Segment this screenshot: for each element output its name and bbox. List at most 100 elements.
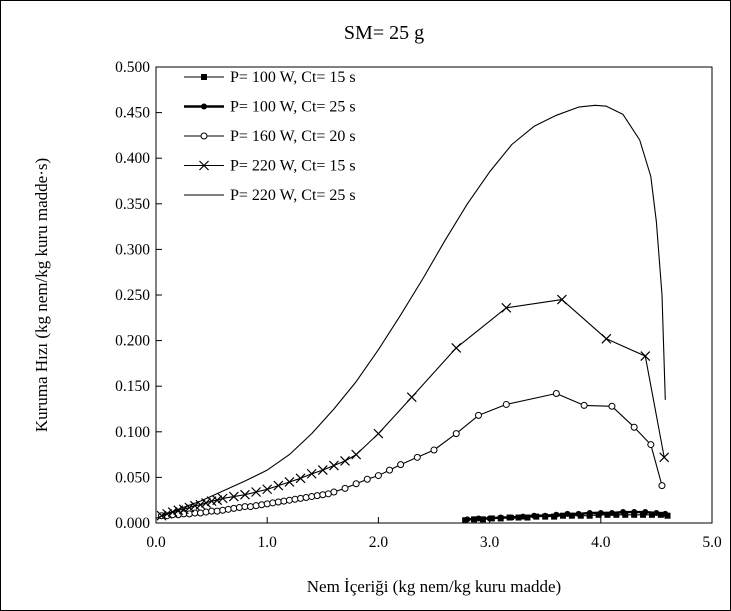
series-1-point	[648, 511, 655, 518]
x-tick-label: 5.0	[702, 534, 722, 551]
legend-label: P= 100 W, Ct= 15 s	[230, 69, 356, 86]
series-3-point	[224, 505, 232, 513]
series-1-point	[559, 512, 566, 519]
series-4	[156, 294, 670, 521]
series-3-point	[413, 453, 421, 461]
series-3-point	[308, 493, 316, 501]
y-tick-label: 0.450	[115, 105, 150, 122]
series-3-point	[330, 488, 338, 496]
legend-label: P= 160 W, Ct= 20 s	[230, 128, 356, 145]
series-5	[155, 104, 666, 519]
series-4-point	[659, 452, 670, 463]
series-4-point	[295, 473, 306, 484]
legend-marker	[201, 103, 207, 110]
x-tick-label: 0.0	[146, 534, 166, 551]
series-3-point	[430, 446, 438, 454]
series-4-point	[601, 333, 612, 344]
series-4-point	[240, 489, 250, 500]
x-tick-label: 1.0	[258, 534, 278, 551]
series-4-point	[640, 351, 651, 362]
legend-label: P= 100 W, Ct= 25 s	[230, 99, 356, 116]
series-3-point	[269, 499, 277, 507]
series-2-point	[508, 514, 515, 521]
series-4-point	[217, 493, 228, 504]
series-4-point	[373, 428, 384, 439]
y-tick-label: 0.500	[115, 59, 150, 76]
series-3-point	[274, 498, 282, 506]
series-3-point	[352, 480, 360, 488]
series-1-point	[613, 511, 620, 518]
series-3-point	[319, 491, 327, 499]
series-3-point	[258, 501, 266, 509]
series-2-point	[497, 514, 504, 521]
legend-item: P= 160 W, Ct= 20 s	[184, 128, 356, 145]
series-3-line	[161, 392, 663, 517]
legend: P= 100 W, Ct= 15 s P= 100 W, Ct= 25 s P= 1…	[184, 69, 356, 204]
series-2-point	[575, 510, 582, 517]
series-2-point	[642, 509, 649, 516]
y-tick-label: 0.000	[115, 515, 150, 532]
series-3-point	[502, 400, 510, 408]
series-3-point	[313, 492, 321, 500]
series-1-point	[622, 511, 629, 518]
legend-marker	[200, 132, 208, 140]
y-tick-label: 0.200	[115, 333, 150, 350]
x-axis-title: Nem İçeriği (kg nem/kg kuru madde)	[307, 577, 561, 596]
chart-title: SM= 25 g	[344, 22, 424, 44]
legend-item: P= 220 W, Ct= 15 s	[184, 158, 356, 175]
series-2-point	[464, 516, 471, 523]
series-3	[158, 389, 666, 520]
series-2-point	[531, 512, 538, 519]
series-2	[464, 509, 669, 523]
series-1-point	[568, 512, 575, 519]
series-1-point	[524, 514, 531, 521]
series-4-point	[406, 392, 417, 403]
x-axis-ticks: 0.0 1.0 2.0 3.0 4.0 5.0	[146, 517, 722, 551]
series-2-point	[564, 510, 571, 517]
legend-item: P= 100 W, Ct= 25 s	[184, 99, 356, 116]
series-3-point	[230, 504, 238, 512]
series-4-point	[351, 449, 362, 460]
series-2-point	[553, 511, 560, 518]
series-3-point	[374, 472, 382, 480]
series-3-point	[386, 466, 394, 474]
series-4-point	[251, 487, 262, 497]
series-4-point	[273, 480, 284, 491]
series-3-point	[302, 493, 310, 501]
series-3-point	[452, 430, 460, 438]
series-1-point	[657, 511, 664, 518]
series-4-point	[228, 491, 239, 502]
series-4-point	[317, 465, 328, 476]
series-layer	[155, 104, 671, 524]
y-tick-label: 0.400	[115, 150, 150, 167]
series-3-point	[474, 411, 482, 419]
series-3-point	[285, 496, 293, 504]
series-4-point	[556, 294, 567, 305]
series-4-point	[212, 495, 223, 506]
legend-marker	[201, 74, 207, 80]
series-2-point	[653, 509, 660, 516]
series-1-point	[640, 511, 647, 518]
series-3-point	[252, 502, 260, 510]
series-2-point	[662, 510, 669, 517]
series-2-point	[519, 513, 526, 520]
legend-item: P= 100 W, Ct= 15 s	[184, 69, 356, 86]
series-3-point	[219, 506, 227, 514]
series-3-point	[341, 484, 349, 492]
series-2-point	[620, 509, 627, 516]
series-2-point	[631, 509, 638, 516]
series-5-line	[155, 104, 666, 519]
y-tick-label: 0.300	[115, 241, 150, 258]
series-2-point	[475, 515, 482, 522]
series-2-point	[542, 512, 549, 519]
y-axis-ticks: 0.000 0.050 0.100 0.150 0.200 0.250 0.300 0.350…	[115, 59, 162, 532]
series-3-point	[185, 510, 193, 518]
series-4-point	[306, 468, 317, 479]
series-4-point	[328, 460, 339, 471]
series-3-point	[196, 509, 204, 517]
series-4-point	[340, 456, 350, 466]
y-tick-label: 0.150	[115, 378, 150, 395]
legend-marker	[199, 160, 209, 171]
